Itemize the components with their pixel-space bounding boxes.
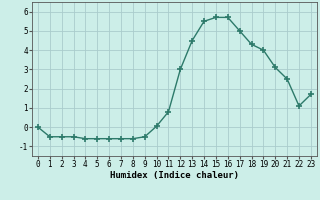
X-axis label: Humidex (Indice chaleur): Humidex (Indice chaleur) [110, 171, 239, 180]
